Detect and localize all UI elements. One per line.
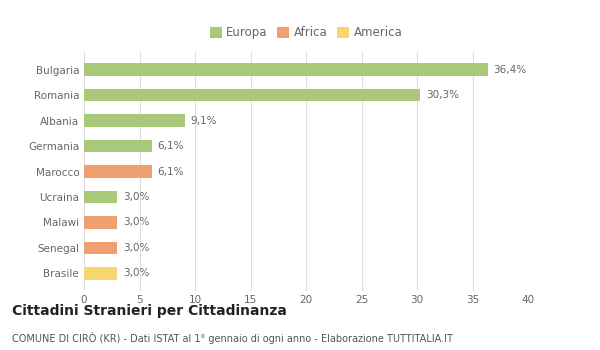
Bar [84,191,118,203]
Bar [84,140,152,152]
Text: 3,0%: 3,0% [123,192,149,202]
Text: 36,4%: 36,4% [494,65,527,75]
Bar [84,114,185,127]
Text: 3,0%: 3,0% [123,243,149,253]
Text: 9,1%: 9,1% [191,116,217,126]
Text: 30,3%: 30,3% [426,90,459,100]
Bar [84,216,118,229]
Bar [84,89,421,102]
Bar [84,267,118,280]
Text: 3,0%: 3,0% [123,217,149,228]
Text: COMUNE DI CIRÒ (KR) - Dati ISTAT al 1° gennaio di ogni anno - Elaborazione TUTTI: COMUNE DI CIRÒ (KR) - Dati ISTAT al 1° g… [12,332,453,344]
Bar [84,165,152,178]
Bar [84,63,488,76]
Legend: Europa, Africa, America: Europa, Africa, America [208,24,404,42]
Text: 6,1%: 6,1% [157,167,184,176]
Text: 6,1%: 6,1% [157,141,184,151]
Bar [84,241,118,254]
Text: 3,0%: 3,0% [123,268,149,278]
Text: Cittadini Stranieri per Cittadinanza: Cittadini Stranieri per Cittadinanza [12,304,287,318]
